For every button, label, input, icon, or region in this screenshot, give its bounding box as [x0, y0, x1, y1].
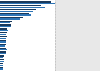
Bar: [0, 13, 29, 14]
Bar: [0, 45, 5, 47]
Bar: [0, 57, 3, 58]
Bar: [0, 55, 4, 57]
Bar: [0, 61, 4, 62]
Bar: [0, 22, 10, 23]
Bar: [0, 38, 6, 39]
Bar: [0, 36, 6, 37]
Bar: [0, 26, 11, 27]
Bar: [0, 11, 33, 12]
Bar: [0, 18, 20, 20]
Bar: [0, 41, 6, 43]
Bar: [0, 1, 51, 3]
Bar: [0, 65, 3, 66]
Bar: [0, 67, 3, 68]
Bar: [0, 32, 7, 33]
Bar: [0, 9, 36, 10]
Bar: [0, 24, 11, 26]
Bar: [0, 53, 6, 54]
Bar: [0, 34, 6, 35]
Bar: [0, 63, 3, 64]
Bar: [0, 14, 31, 16]
Bar: [0, 49, 7, 50]
Bar: [0, 51, 6, 53]
Bar: [0, 7, 46, 8]
Bar: [0, 40, 6, 41]
Bar: [0, 44, 6, 45]
Bar: [0, 30, 8, 31]
Bar: [55, 0, 100, 71]
Bar: [0, 68, 3, 70]
Bar: [0, 21, 12, 22]
Bar: [0, 28, 7, 30]
Bar: [0, 5, 41, 6]
Bar: [0, 59, 4, 60]
Bar: [0, 3, 55, 4]
Bar: [0, 17, 23, 18]
Bar: [0, 48, 6, 49]
